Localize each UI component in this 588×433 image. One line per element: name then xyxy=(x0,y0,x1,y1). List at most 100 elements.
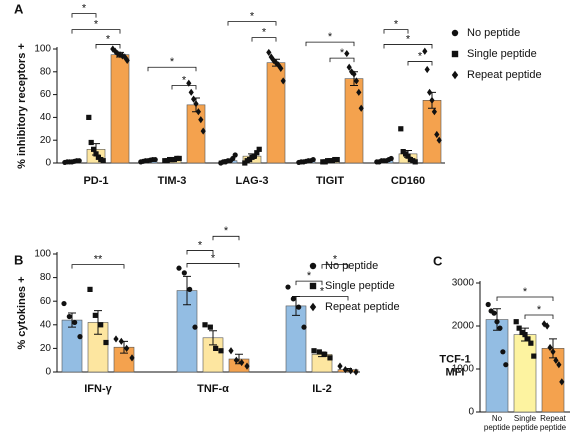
significance-bracket xyxy=(71,264,125,269)
significance-bracket xyxy=(95,44,121,49)
point xyxy=(528,340,534,346)
y-tick-label: 2000 xyxy=(452,321,475,332)
significance-label: * xyxy=(262,27,267,39)
point xyxy=(356,88,362,96)
x-tick-label-line: No xyxy=(492,414,503,423)
point xyxy=(485,301,491,308)
point xyxy=(207,324,213,330)
significance-bracket xyxy=(383,44,433,49)
significance-bracket xyxy=(305,41,355,47)
point xyxy=(424,65,430,74)
point xyxy=(202,322,208,328)
point xyxy=(427,88,433,96)
x-tick-label-line: Repeat xyxy=(540,414,567,423)
x-tick-label: IFN-γ xyxy=(84,383,112,395)
y-axis-label-line: TCF-1 xyxy=(439,353,470,365)
point xyxy=(93,151,99,157)
x-tick-label-line: Single xyxy=(514,414,537,423)
point xyxy=(239,358,245,367)
point xyxy=(76,158,82,164)
point xyxy=(494,319,500,325)
point xyxy=(113,335,119,343)
point xyxy=(436,136,442,144)
point xyxy=(87,286,93,292)
point xyxy=(88,139,94,146)
panel-letter: B xyxy=(14,252,23,267)
point xyxy=(522,332,528,338)
significance-label: * xyxy=(224,225,229,237)
point xyxy=(213,345,219,351)
x-tick-label: Repeat peptide xyxy=(540,414,567,432)
legend-marker xyxy=(309,262,317,270)
y-tick-label: 20 xyxy=(40,343,52,354)
point xyxy=(348,367,354,375)
bar xyxy=(186,104,206,164)
y-axis-label: % inhibitory receptors + xyxy=(16,43,28,169)
point xyxy=(516,325,522,331)
y-tick-label: 20 xyxy=(40,135,52,146)
point xyxy=(195,108,201,116)
point xyxy=(112,47,118,55)
point xyxy=(358,104,364,112)
point xyxy=(176,265,182,271)
x-tick-label: LAG-3 xyxy=(236,175,269,187)
point xyxy=(271,56,277,64)
significance-bracket xyxy=(71,29,121,34)
significance-bracket xyxy=(383,29,409,34)
point xyxy=(77,334,83,340)
x-tick-label: CD160 xyxy=(391,175,425,187)
point xyxy=(186,79,192,87)
point xyxy=(503,362,509,368)
significance-label: * xyxy=(198,239,203,251)
significance-label: * xyxy=(82,3,87,15)
point xyxy=(547,343,553,352)
point xyxy=(544,322,550,330)
y-tick-label: 3000 xyxy=(452,278,475,289)
y-tick-label: 60 xyxy=(40,89,52,100)
significance-bracket xyxy=(496,296,554,301)
significance-label: * xyxy=(394,19,399,31)
y-axis-label: TCF-1 MFI xyxy=(439,353,470,378)
x-tick-label: Single peptide xyxy=(512,414,539,432)
point xyxy=(193,100,199,108)
point xyxy=(353,77,359,85)
panel-letter: A xyxy=(14,1,24,16)
x-tick-label-line: peptide xyxy=(540,423,567,432)
significance-label: * xyxy=(211,252,216,264)
legend-label: Repeat peptide xyxy=(467,69,542,81)
significance-label: * xyxy=(406,33,411,45)
point xyxy=(103,339,109,346)
point xyxy=(266,48,272,57)
significance-label: * xyxy=(333,254,338,266)
point xyxy=(187,286,193,292)
point xyxy=(152,156,158,163)
point xyxy=(500,349,506,355)
point xyxy=(531,353,537,359)
error-bar xyxy=(68,312,76,328)
point xyxy=(346,63,352,71)
point xyxy=(431,108,437,116)
significance-bracket xyxy=(186,263,240,268)
point xyxy=(349,68,355,76)
point xyxy=(388,155,394,162)
point xyxy=(405,153,411,159)
point xyxy=(218,348,224,354)
point xyxy=(559,378,565,386)
point xyxy=(66,313,72,320)
x-tick-label-line: peptide xyxy=(512,423,539,432)
point xyxy=(91,146,97,152)
x-tick-label: No peptide xyxy=(484,414,511,432)
significance-bracket xyxy=(295,280,323,286)
legend-marker xyxy=(451,70,459,80)
y-tick-label: 100 xyxy=(34,249,51,260)
point xyxy=(310,156,316,163)
point xyxy=(251,153,257,159)
y-tick-label: 0 xyxy=(45,367,51,378)
y-tick-label: 80 xyxy=(40,272,52,283)
point xyxy=(316,349,322,355)
point xyxy=(176,155,182,162)
x-tick-label: PD-1 xyxy=(83,175,108,187)
bar xyxy=(266,62,286,164)
point xyxy=(200,127,206,135)
